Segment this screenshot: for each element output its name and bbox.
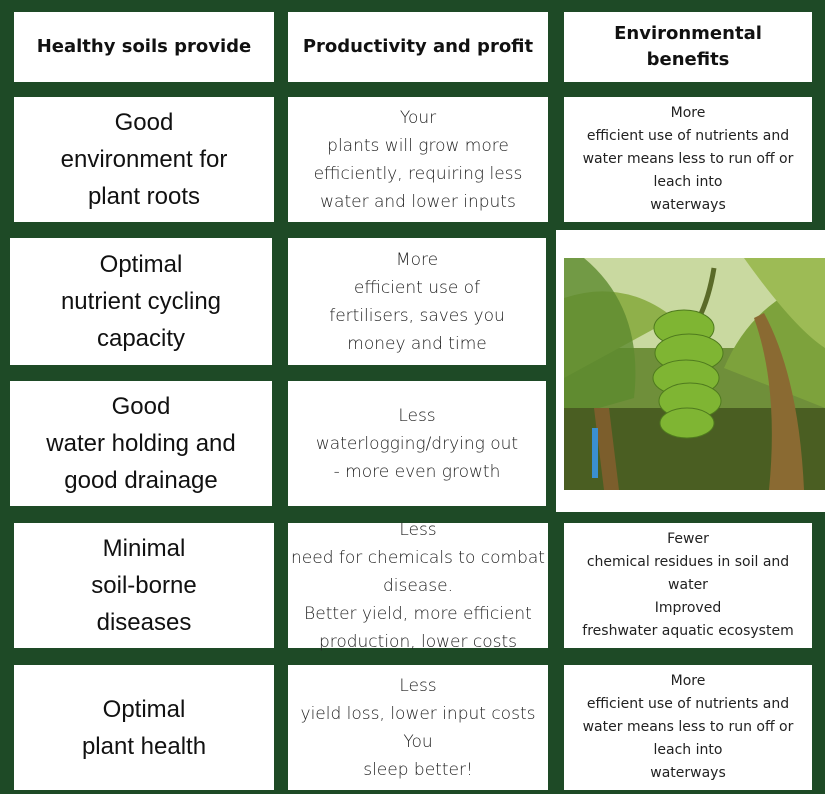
- cell-text: Fewer: [667, 528, 709, 551]
- cell-text: environment for: [61, 141, 228, 178]
- cell-text: waterlogging/drying out: [316, 430, 518, 458]
- cell-text: More: [396, 246, 438, 274]
- cell-text: water: [668, 574, 708, 597]
- cell-text: - more even growth: [334, 458, 501, 486]
- cell-text: Optimal: [103, 691, 186, 728]
- image-cell: [556, 230, 825, 512]
- cell-text: water means less to run off or: [583, 148, 794, 171]
- cell-text: Your: [400, 104, 436, 132]
- cell-text: benefits: [647, 47, 730, 73]
- cell-text: efficient use of nutrients and: [587, 125, 789, 148]
- cell-text: waterways: [650, 194, 726, 217]
- cell-text: You: [403, 728, 432, 756]
- cell-text: efficient use of nutrients and: [587, 693, 789, 716]
- cell-text: Minimal: [103, 530, 186, 567]
- cell-text: capacity: [97, 320, 185, 357]
- cell-text: Less: [399, 516, 436, 544]
- cell-text: leach into: [654, 739, 723, 762]
- cell-text: Less: [398, 402, 435, 430]
- cell-text: waterways: [650, 762, 726, 785]
- cell-text: efficiently, requiring less: [314, 160, 523, 188]
- cell-text: water holding and: [46, 425, 235, 462]
- cell-text: need for chemicals to combat: [291, 544, 545, 572]
- cell-text: good drainage: [64, 462, 217, 499]
- cell-text: Improved: [655, 597, 721, 620]
- cell-text: Environmental: [614, 21, 762, 47]
- cell-text: yield loss, lower input costs: [301, 700, 536, 728]
- cell-text: Productivity and profit: [303, 34, 533, 60]
- cell-text: Good: [112, 388, 171, 425]
- cell-text: soil-borne: [91, 567, 196, 604]
- header-cell: Productivity and profit: [288, 12, 548, 82]
- cell-text: Optimal: [100, 246, 183, 283]
- cell-text: money and time: [347, 330, 486, 358]
- cell-text: chemical residues in soil and: [587, 551, 789, 574]
- cell-text: efficient use of: [354, 274, 480, 302]
- cell-text: Good: [115, 104, 174, 141]
- cell-text: freshwater aquatic ecosystem: [582, 620, 793, 643]
- cell-text: sleep better!: [363, 756, 473, 784]
- page: (() => { const data = JSON.parse(documen…: [0, 0, 825, 794]
- cell-text: water and lower inputs: [320, 188, 516, 216]
- cell-text: production, lower costs: [319, 628, 517, 656]
- cell-text: Healthy soils provide: [37, 34, 252, 60]
- cell-text: leach into: [654, 171, 723, 194]
- cell-text: plant health: [82, 728, 206, 765]
- cell-text: water means less to run off or: [583, 716, 794, 739]
- cell-text: Less: [399, 672, 436, 700]
- cell-text: More: [671, 102, 706, 125]
- cell-text: diseases: [97, 604, 192, 641]
- cell-text: plants will grow more: [327, 132, 509, 160]
- cell-text: plant roots: [88, 178, 200, 215]
- cell-text: Better yield, more efficient: [304, 600, 532, 628]
- header-cell: Healthy soils provide: [14, 12, 274, 82]
- cell-text: nutrient cycling: [61, 283, 221, 320]
- cell-text: fertilisers, saves you: [329, 302, 505, 330]
- cell-text: More: [671, 670, 706, 693]
- banana-photo: [564, 258, 825, 490]
- cell-text: disease.: [383, 572, 453, 600]
